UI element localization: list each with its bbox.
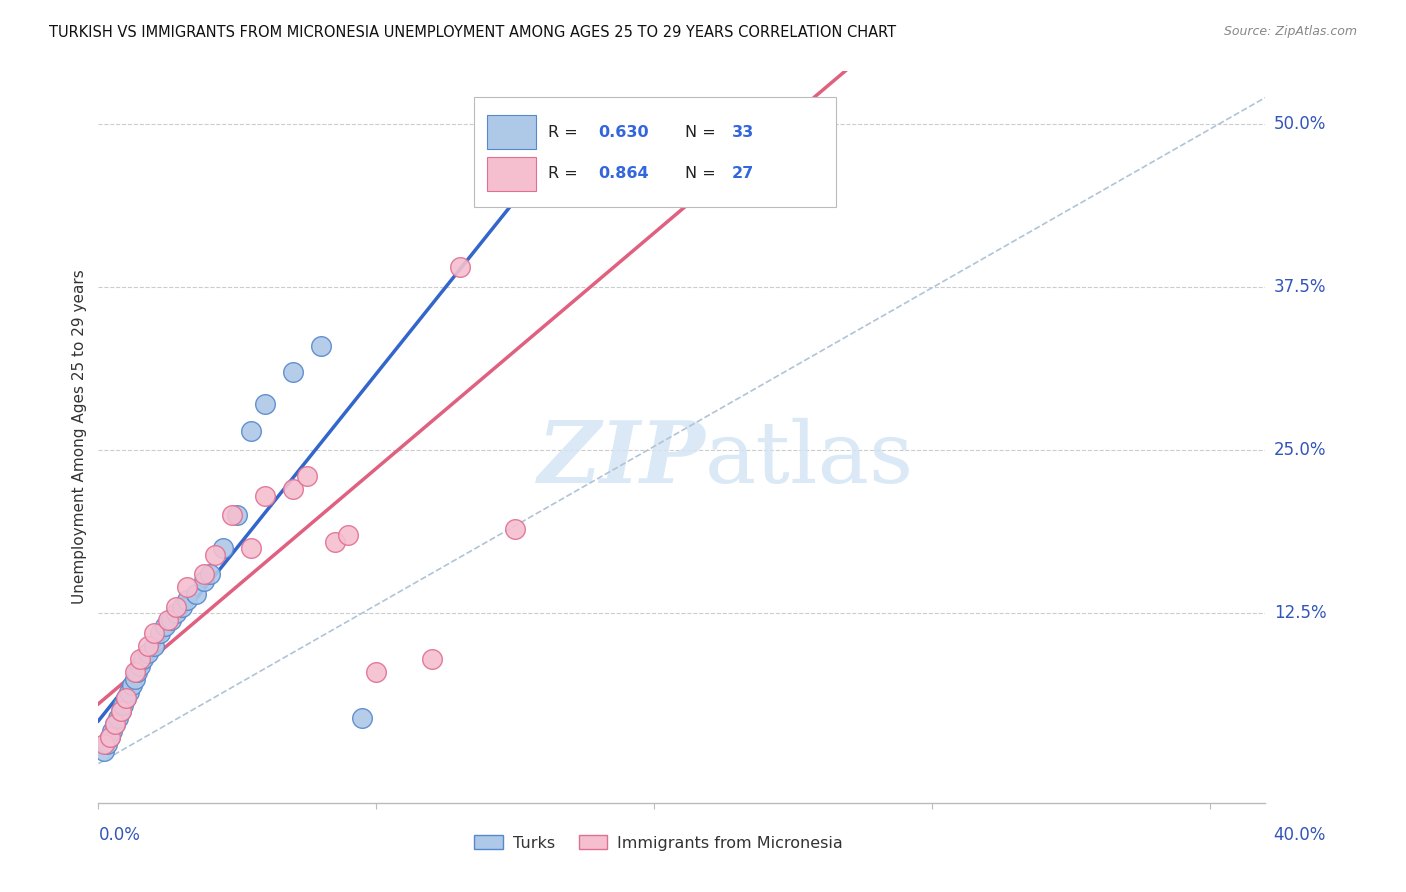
Text: 33: 33	[733, 125, 755, 139]
Point	[127, 665, 149, 680]
Point	[184, 587, 207, 601]
Text: R =: R =	[548, 125, 582, 139]
Point	[449, 260, 471, 275]
Point	[143, 626, 166, 640]
Point	[176, 580, 198, 594]
Point	[138, 646, 160, 660]
Point	[170, 599, 193, 614]
Point	[110, 705, 132, 719]
Point	[98, 731, 121, 745]
Point	[560, 188, 582, 202]
Text: N =: N =	[685, 166, 721, 181]
FancyBboxPatch shape	[486, 115, 536, 149]
Point	[240, 541, 263, 555]
Point	[96, 737, 118, 751]
Point	[352, 711, 374, 725]
Point	[138, 639, 160, 653]
Point	[212, 541, 235, 555]
Point	[176, 593, 198, 607]
Point	[101, 723, 124, 738]
Text: Source: ZipAtlas.com: Source: ZipAtlas.com	[1223, 25, 1357, 38]
Legend: Turks, Immigrants from Micronesia: Turks, Immigrants from Micronesia	[468, 829, 849, 857]
Point	[156, 613, 179, 627]
Text: TURKISH VS IMMIGRANTS FROM MICRONESIA UNEMPLOYMENT AMONG AGES 25 TO 29 YEARS COR: TURKISH VS IMMIGRANTS FROM MICRONESIA UN…	[49, 25, 897, 40]
Text: 40.0%: 40.0%	[1274, 826, 1326, 845]
Text: 27: 27	[733, 166, 755, 181]
Point	[204, 548, 226, 562]
Point	[115, 691, 138, 706]
Text: R =: R =	[548, 166, 582, 181]
Text: 50.0%: 50.0%	[1274, 114, 1326, 133]
Point	[503, 521, 526, 535]
Point	[129, 658, 152, 673]
Point	[198, 567, 221, 582]
Point	[143, 639, 166, 653]
Point	[118, 685, 141, 699]
Text: atlas: atlas	[706, 417, 914, 500]
FancyBboxPatch shape	[486, 157, 536, 191]
Point	[112, 698, 135, 712]
Point	[281, 365, 304, 379]
Point	[165, 607, 187, 621]
Text: 12.5%: 12.5%	[1274, 605, 1326, 623]
Text: 37.5%: 37.5%	[1274, 278, 1326, 296]
Point	[124, 672, 146, 686]
Text: N =: N =	[685, 125, 721, 139]
Point	[254, 489, 277, 503]
Point	[309, 339, 332, 353]
Text: 0.864: 0.864	[598, 166, 648, 181]
Point	[159, 613, 181, 627]
Point	[240, 424, 263, 438]
Point	[115, 691, 138, 706]
Point	[121, 678, 143, 692]
Point	[221, 508, 243, 523]
Point	[107, 711, 129, 725]
Point	[104, 717, 127, 731]
Point	[295, 469, 318, 483]
Point	[110, 705, 132, 719]
Point	[366, 665, 388, 680]
Point	[104, 717, 127, 731]
Point	[153, 619, 176, 633]
Point	[337, 528, 360, 542]
Point	[420, 652, 443, 666]
Point	[193, 567, 215, 582]
FancyBboxPatch shape	[474, 97, 837, 207]
Point	[148, 626, 170, 640]
Point	[124, 665, 146, 680]
Text: 0.630: 0.630	[598, 125, 648, 139]
Point	[281, 483, 304, 497]
Point	[226, 508, 249, 523]
Point	[93, 737, 115, 751]
Point	[129, 652, 152, 666]
Point	[643, 103, 665, 118]
Point	[93, 743, 115, 757]
Point	[165, 599, 187, 614]
Text: 25.0%: 25.0%	[1274, 442, 1326, 459]
Point	[132, 652, 155, 666]
Text: ZIP: ZIP	[537, 417, 706, 500]
Point	[254, 397, 277, 411]
Point	[98, 731, 121, 745]
Point	[193, 574, 215, 588]
Point	[323, 534, 346, 549]
Text: 0.0%: 0.0%	[98, 826, 141, 845]
Y-axis label: Unemployment Among Ages 25 to 29 years: Unemployment Among Ages 25 to 29 years	[72, 269, 87, 605]
